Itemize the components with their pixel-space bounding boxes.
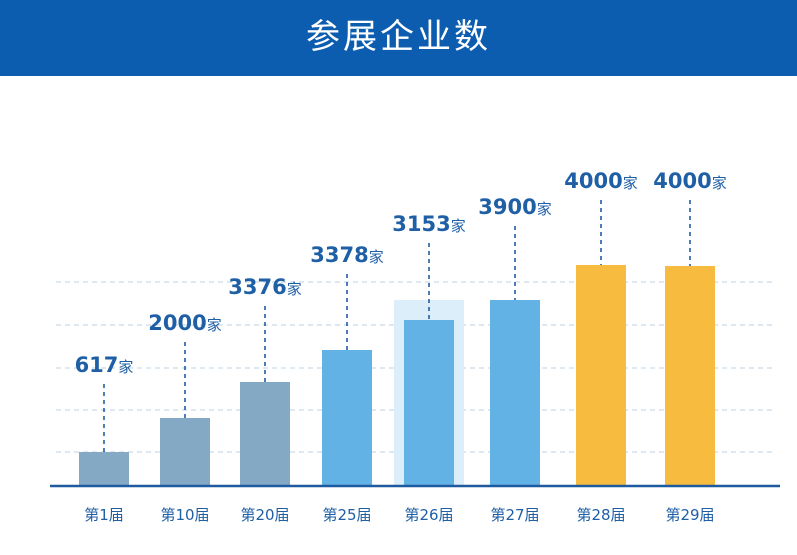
bar xyxy=(79,452,129,486)
bar xyxy=(665,266,715,486)
category-label: 第1届 xyxy=(84,506,124,524)
data-label: 3153家 xyxy=(392,212,465,236)
category-label: 第25届 xyxy=(322,506,371,524)
title-banner: 参展企业数 xyxy=(0,0,797,76)
category-label: 第28届 xyxy=(576,506,625,524)
x-axis: 第1届 第10届 第20届 第25届 第26届 第27届 第28届 第29届 xyxy=(50,484,780,524)
bar xyxy=(576,265,626,486)
data-label: 2000家 xyxy=(148,311,221,335)
bar xyxy=(322,350,372,486)
bar xyxy=(240,382,290,486)
data-label: 3378家 xyxy=(310,243,383,267)
data-label: 617家 xyxy=(75,353,134,377)
category-label: 第20届 xyxy=(240,506,289,524)
data-labels: 617家 2000家 3376家 3378家 3153家 3900家 4000家 4000家 xyxy=(75,169,727,377)
data-label: 3376家 xyxy=(228,275,301,299)
category-label: 第26届 xyxy=(404,506,453,524)
data-label: 3900家 xyxy=(478,195,551,219)
category-label: 第29届 xyxy=(665,506,714,524)
bar xyxy=(160,418,210,486)
bar xyxy=(404,320,454,486)
category-label: 第27届 xyxy=(490,506,539,524)
bars xyxy=(79,200,715,486)
chart-title: 参展企业数 xyxy=(306,17,491,57)
category-label: 第10届 xyxy=(160,506,209,524)
data-label: 4000家 xyxy=(653,169,726,193)
data-label: 4000家 xyxy=(564,169,637,193)
bar xyxy=(490,300,540,486)
